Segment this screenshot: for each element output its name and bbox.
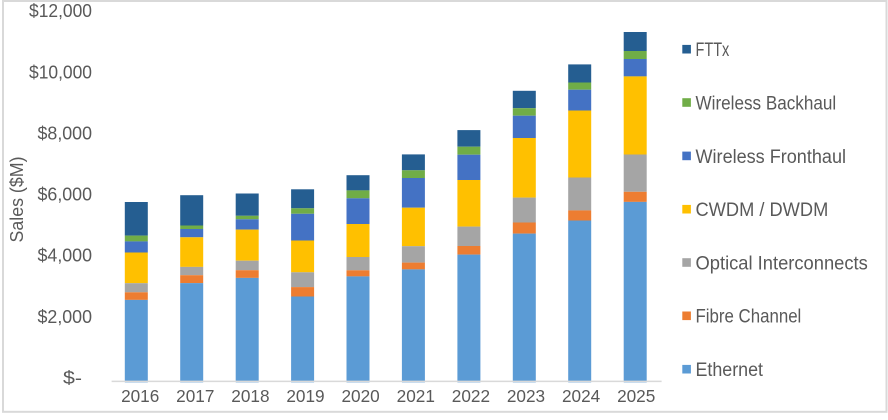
svg-text:$-: $-: [63, 368, 82, 388]
svg-text:$8,000: $8,000: [38, 123, 93, 143]
svg-text:$4,000: $4,000: [38, 246, 93, 266]
svg-text:$10,000: $10,000: [29, 62, 92, 82]
svg-text:$12,000: $12,000: [29, 1, 92, 21]
svg-text:2023: 2023: [507, 386, 545, 406]
svg-text:2025: 2025: [617, 386, 655, 406]
svg-text:2019: 2019: [286, 386, 324, 406]
svg-text:Fibre Channel: Fibre Channel: [696, 307, 802, 328]
svg-text:2021: 2021: [397, 386, 435, 406]
svg-text:CWDM / DWDM: CWDM / DWDM: [696, 200, 829, 221]
svg-text:FTTx: FTTx: [696, 40, 730, 61]
svg-text:Sales ($M): Sales ($M): [7, 157, 27, 243]
svg-text:$6,000: $6,000: [38, 185, 93, 205]
svg-text:$2,000: $2,000: [38, 307, 93, 327]
svg-text:2018: 2018: [231, 386, 269, 406]
svg-text:2022: 2022: [452, 386, 490, 406]
svg-text:2016: 2016: [121, 386, 159, 406]
svg-text:Ethernet: Ethernet: [696, 360, 764, 381]
svg-text:Wireless Fronthaul: Wireless Fronthaul: [696, 147, 847, 168]
svg-text:Wireless Backhaul: Wireless Backhaul: [696, 93, 837, 114]
svg-text:2024: 2024: [562, 386, 601, 406]
svg-text:2017: 2017: [176, 386, 214, 406]
svg-text:2020: 2020: [341, 386, 379, 406]
svg-text:Optical Interconnects: Optical Interconnects: [696, 253, 868, 274]
